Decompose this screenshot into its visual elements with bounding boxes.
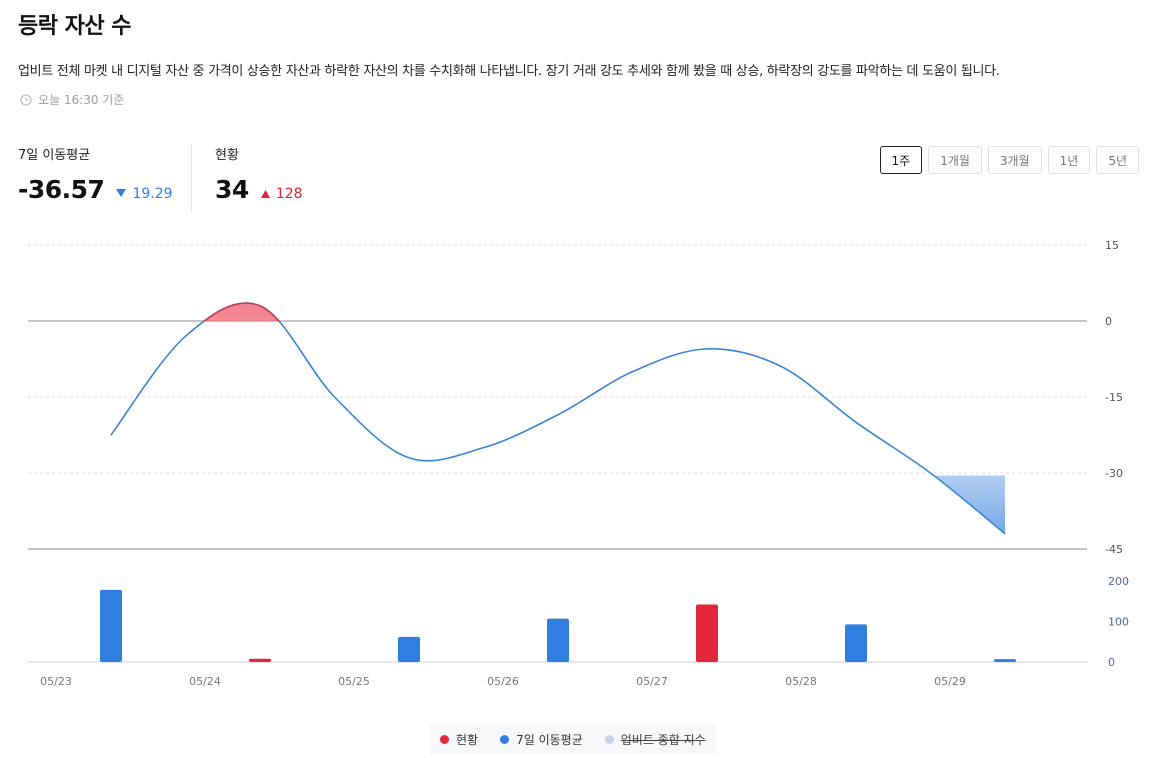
ma7-point (557, 414, 559, 416)
ma7-point (334, 396, 335, 398)
ma7-point (110, 434, 112, 436)
current-change: 128 (260, 186, 303, 202)
ma7-change-value: 19.29 (132, 185, 173, 202)
ma7-label: 7일 이동평균 (18, 148, 91, 163)
legend-item-ma7[interactable]: 7일 이동평균 (500, 731, 583, 748)
legend-label-current: 현황 (456, 732, 479, 747)
current-bar (100, 589, 122, 662)
ma7-point (408, 457, 410, 459)
x-tick-label: 05/29 (934, 675, 966, 688)
positive-area-fill (111, 303, 1005, 321)
line-y-tick-label: 0 (1105, 315, 1112, 328)
line-y-tick-label: -30 (1105, 467, 1123, 480)
current-label: 현황 (215, 148, 239, 163)
current-change-value: 128 (275, 186, 303, 202)
page-description: 업비트 전체 마켓 내 디지털 자산 중 가격이 상승한 자산과 하락한 자산의… (18, 64, 1000, 79)
current-bar (994, 659, 1016, 662)
legend-label-index: 업비트 종합 지수 (620, 732, 706, 747)
page-title: 등락 자산 수 (18, 14, 132, 39)
period-1w-button[interactable]: 1주 (879, 146, 923, 174)
recent-area-fill (930, 473, 1005, 534)
legend-item-current[interactable]: 현황 (440, 731, 478, 748)
x-tick-label: 05/23 (40, 675, 72, 688)
line-y-tick-label: -45 (1105, 543, 1123, 556)
ma7-stat: 7일 이동평균 -36.57 19.29 (18, 144, 173, 204)
legend-dot-ma7 (500, 734, 510, 744)
current-bar (547, 618, 569, 662)
x-tick-label: 05/27 (636, 675, 668, 688)
ma7-point (855, 421, 857, 423)
ma7-point (259, 305, 261, 307)
legend-item-index[interactable]: 업비트 종합 지수 (604, 731, 706, 748)
updated-time-text: 오늘 16:30 기준 (38, 93, 125, 107)
line-y-tick-label: -15 (1105, 391, 1123, 404)
period-3m-button[interactable]: 3개월 (987, 146, 1042, 174)
advance-decline-chart: 15 0 -15 -30 -45 200 100 0 05/23 05/24 05/25 05/26 0… (28, 239, 1129, 688)
ma7-point (930, 472, 931, 474)
period-1y-button[interactable]: 1년 (1047, 146, 1091, 174)
current-bar (398, 636, 420, 662)
x-tick-label: 05/25 (338, 675, 370, 688)
x-tick-label: 05/24 (189, 675, 221, 688)
bar-y-tick-label: 200 (1108, 575, 1129, 588)
line-y-tick-label: 15 (1105, 239, 1119, 252)
updated-time: 오늘 16:30 기준 (20, 91, 124, 108)
clock-icon (20, 93, 32, 106)
x-tick-label: 05/28 (785, 675, 817, 688)
ma7-point (781, 366, 782, 368)
legend-dot-current (440, 734, 449, 744)
chart-legend: 현황 7일 이동평균 업비트 종합 지수 (430, 723, 716, 755)
current-stat: 현황 34 128 (215, 144, 303, 204)
period-selector: 1주 1개월 3개월 1년 5년 (879, 146, 1139, 174)
ma7-point (706, 348, 708, 350)
ma7-point (632, 371, 633, 373)
current-bar (696, 604, 718, 662)
bar-y-tick-label: 100 (1108, 616, 1129, 629)
period-1m-button[interactable]: 1개월 (928, 146, 982, 174)
legend-dot-index (604, 734, 614, 744)
ma7-point (483, 447, 484, 449)
x-tick-label: 05/26 (487, 675, 519, 688)
ma7-change: 19.29 (116, 185, 173, 202)
legend-label-ma7: 7일 이동평균 (516, 732, 583, 747)
current-value: 34 (215, 175, 249, 204)
ma7-point (1004, 533, 1006, 535)
current-bar (845, 624, 867, 662)
current-bar (249, 658, 271, 662)
triangle-down-icon (116, 189, 127, 197)
period-5y-button[interactable]: 5년 (1096, 146, 1139, 174)
ma7-line (110, 302, 1006, 535)
triangle-up-icon (260, 190, 270, 198)
ma7-line-positive (202, 302, 280, 321)
ma7-point (185, 335, 186, 337)
ma7-value: -36.57 (18, 175, 105, 204)
stat-divider (191, 144, 192, 212)
bar-y-tick-label: 0 (1108, 656, 1115, 669)
